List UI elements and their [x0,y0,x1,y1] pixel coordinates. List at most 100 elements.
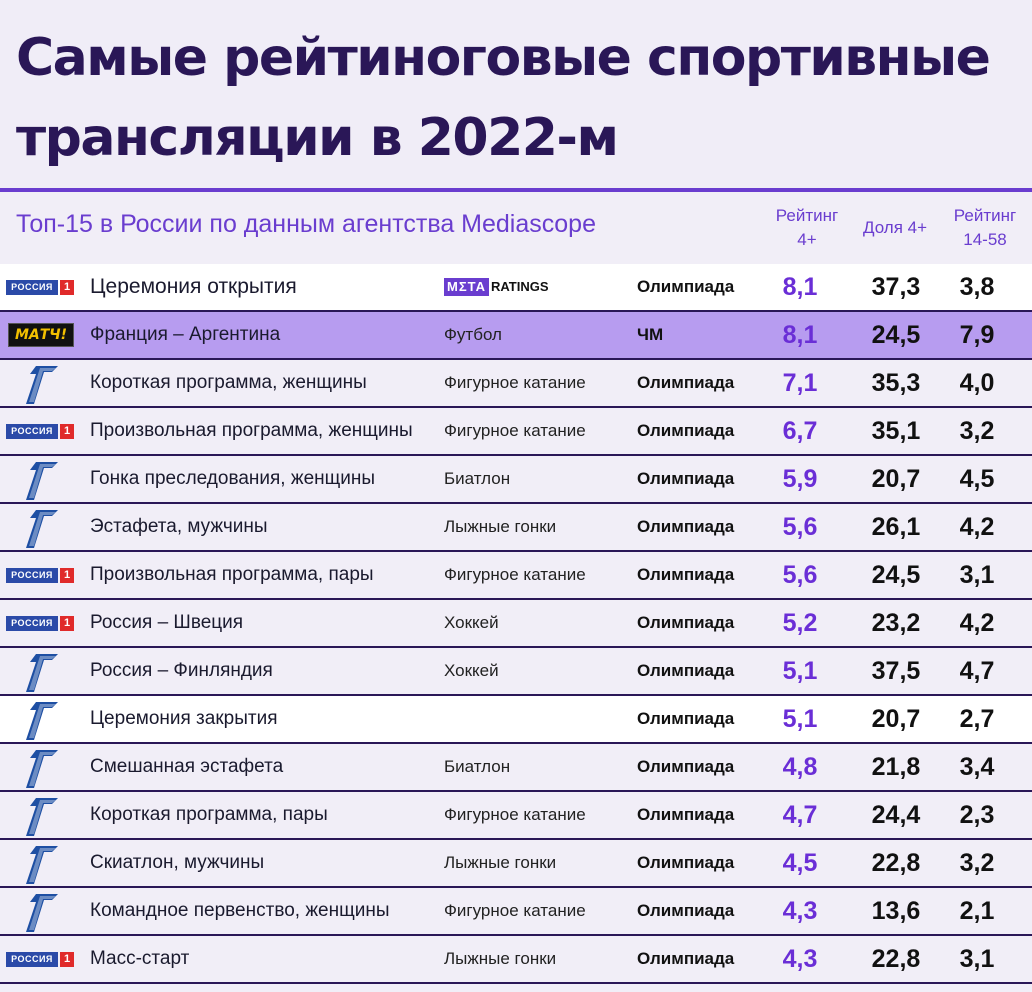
share-4-value: 13,6 [871,897,921,925]
table-row: РОССИЯ 1 Произвольная программа, пары Фигур… [0,552,1032,600]
column-header-rating-4-label: Рейтинг 4+ [775,206,839,249]
table-row: РОССИЯ 1 Произвольная программа, женщины Фи… [0,408,1032,456]
perviy-kanal-logo [22,650,62,694]
rating-4-value: 5,2 [782,609,818,637]
rating-4-value: 8,1 [782,321,818,349]
match-tv-logo: МАТЧ! [8,323,74,347]
event-name: Произвольная программа, пары [90,564,374,585]
column-header-rating-4: Рейтинг 4+ [752,204,862,252]
tournament-name: Олимпиада [637,565,735,584]
perviy-kanal-logo [22,794,62,838]
event-name: Россия – Швеция [90,612,244,633]
perviy-kanal-logo [22,362,62,406]
table-row: Церемония закрытия Олимпиада 5,1 20,7 2,7 [0,696,1032,744]
sport-name: Биатлон [444,757,511,776]
table-row: Россия – Финляндия Хоккей Олимпиада 5,1 37,5… [0,648,1032,696]
page-title-line-2: трансляции в 2022-м [16,108,619,168]
share-4-value: 24,5 [871,321,921,349]
rossiya-1-logo-number: 1 [60,616,74,631]
rating-14-58-value: 2,1 [959,897,995,925]
share-4-value: 26,1 [871,513,921,541]
rossiya-1-logo-number: 1 [60,280,74,295]
tournament-name: Олимпиада [637,661,735,680]
tournament-name: Олимпиада [637,421,735,440]
event-name: Командное первенство, женщины [90,900,390,921]
event-name: Церемония открытия [90,275,297,298]
rossiya-1-logo-text: РОССИЯ [6,568,58,583]
sport-name: Футбол [444,325,502,344]
sport-name: Хоккей [444,613,499,632]
rossiya-1-logo-text: РОССИЯ [6,616,58,631]
sport-name: Фигурное катание [444,373,586,392]
page-title-line-1: Самые рейтиноговые спортивные [16,28,991,88]
sport-name: Хоккей [444,661,499,680]
tournament-name: Олимпиада [637,709,735,728]
rating-4-value: 5,1 [782,705,818,733]
event-name: Гонка преследования, женщины [90,468,376,489]
tournament-name: Олимпиада [637,901,735,920]
table-row: Скиатлон, мужчины Лыжные гонки Олимпиада 4,… [0,840,1032,888]
rating-4-value: 4,3 [782,945,818,973]
share-4-value: 20,7 [871,465,921,493]
share-4-value: 20,7 [871,705,921,733]
table-row: Командное первенство, женщины Фигурное ка… [0,888,1032,936]
table-row: Эстафета, мужчины Лыжные гонки Олимпиада 5,… [0,504,1032,552]
subtitle: Топ-15 в России по данным агентства Medi… [16,210,596,238]
event-name: Франция – Аргентина [90,324,281,345]
perviy-kanal-logo [22,890,62,934]
rossiya-1-logo-number: 1 [60,952,74,967]
meta-logo-box: MΣTA [444,278,489,296]
sport-name: Лыжные гонки [444,517,557,536]
event-name: Смешанная эстафета [90,756,284,777]
share-4-value: 35,3 [871,369,921,397]
share-4-value: 37,3 [871,273,921,301]
rating-4-value: 5,6 [782,561,818,589]
event-name: Масс-старт [90,948,190,969]
column-header-rating-14-58-label: Рейтинг 14-58 [953,206,1017,249]
sport-name: Фигурное катание [444,901,586,920]
rossiya-1-logo: РОССИЯ 1 [6,952,74,967]
tournament-name: Олимпиада [637,949,735,968]
sport-name: Биатлон [444,469,511,488]
rating-14-58-value: 3,2 [959,849,995,877]
share-4-value: 22,8 [871,945,921,973]
rating-14-58-value: 3,1 [959,561,995,589]
rossiya-1-logo: РОССИЯ 1 [6,424,74,439]
sport-name: Фигурное катание [444,565,586,584]
column-header-rating-14-58: Рейтинг 14-58 [940,204,1030,252]
table-row: Смешанная эстафета Биатлон Олимпиада 4,8 21,… [0,744,1032,792]
rating-14-58-value: 3,8 [959,273,995,301]
table-row: Короткая программа, пары Фигурное катание… [0,792,1032,840]
perviy-kanal-logo [22,842,62,886]
rossiya-1-logo-text: РОССИЯ [6,280,58,295]
tournament-name: Олимпиада [637,757,735,776]
meta-ratings-logo: MΣTA RATINGS [444,278,549,298]
rating-14-58-value: 3,2 [959,417,995,445]
tournament-name: Олимпиада [637,373,735,392]
table-row: Короткая программа, женщины Фигурное ката… [0,360,1032,408]
perviy-kanal-logo [22,458,62,502]
rating-4-value: 4,5 [782,849,818,877]
table-row: РОССИЯ 1 Россия – Швеция Хоккей Олимпиада 5,2… [0,600,1032,648]
rossiya-1-logo: РОССИЯ 1 [6,616,74,631]
sport-name: Лыжные гонки [444,949,557,968]
event-name: Произвольная программа, женщины [90,420,413,441]
rossiya-1-logo-number: 1 [60,568,74,583]
rating-4-value: 5,6 [782,513,818,541]
rating-4-value: 7,1 [782,369,818,397]
table-row: Гонка преследования, женщины Биатлон Олимп… [0,456,1032,504]
event-name: Короткая программа, женщины [90,372,367,393]
rating-4-value: 4,3 [782,897,818,925]
table-row: РОССИЯ 1 Масс-старт Лыжные гонки Олимпиада 4,… [0,936,1032,984]
tournament-name: Олимпиада [637,613,735,632]
tournament-name: Олимпиада [637,805,735,824]
rating-14-58-value: 2,3 [959,801,995,829]
perviy-kanal-logo [22,698,62,742]
sport-name: Лыжные гонки [444,853,557,872]
rating-14-58-value: 2,7 [959,705,995,733]
share-4-value: 24,4 [871,801,921,829]
share-4-value: 23,2 [871,609,921,637]
tournament-name: Олимпиада [637,517,735,536]
rating-14-58-value: 7,9 [959,321,995,349]
event-name: Россия – Финляндия [90,660,273,681]
